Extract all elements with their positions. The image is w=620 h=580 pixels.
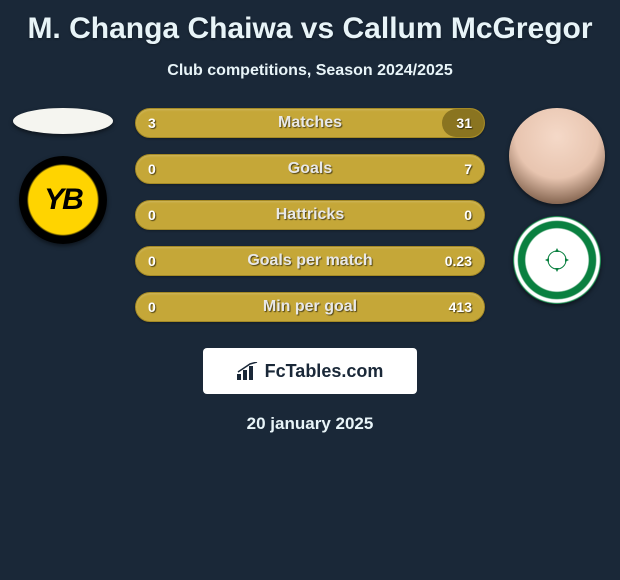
club-right-icon [537, 240, 577, 280]
stat-value-right: 7 [464, 161, 472, 177]
stat-value-right: 0 [464, 207, 472, 223]
club-left-text: YB [44, 183, 82, 217]
stat-bar: 0 Min per goal 413 [135, 292, 485, 322]
date-text: 20 january 2025 [0, 414, 620, 434]
player-right-column [502, 108, 612, 304]
stat-value-left: 0 [148, 161, 156, 177]
brand-text: FcTables.com [265, 361, 384, 382]
stat-value-left: 3 [148, 115, 156, 131]
subtitle: Club competitions, Season 2024/2025 [0, 62, 620, 80]
player-left-column: YB [8, 108, 118, 244]
stat-value-right: 31 [456, 115, 472, 131]
stat-value-left: 0 [148, 299, 156, 315]
player-right-avatar [509, 108, 605, 204]
club-left-logo: YB [19, 156, 107, 244]
stat-value-left: 0 [148, 207, 156, 223]
player-left-avatar [13, 108, 113, 134]
stat-label: Goals [288, 160, 332, 178]
stat-bar: 0 Goals per match 0.23 [135, 246, 485, 276]
stat-value-left: 0 [148, 253, 156, 269]
stat-bar: 0 Goals 7 [135, 154, 485, 184]
stat-value-right: 0.23 [445, 253, 472, 269]
brand-chart-icon [237, 362, 259, 380]
brand-badge: FcTables.com [203, 348, 417, 394]
stat-bar: 3 Matches 31 [135, 108, 485, 138]
stat-bar: 0 Hattricks 0 [135, 200, 485, 230]
club-right-logo [513, 216, 601, 304]
stat-label: Goals per match [247, 252, 372, 270]
stat-label: Hattricks [276, 206, 344, 224]
stat-value-right: 413 [449, 299, 472, 315]
stat-label: Min per goal [263, 298, 357, 316]
comparison-area: YB 3 Matches 31 0 Goals 7 0 Hattricks 0 0 Goals pe… [0, 108, 620, 338]
stat-bars: 3 Matches 31 0 Goals 7 0 Hattricks 0 0 Goals per m… [135, 108, 485, 338]
stat-label: Matches [278, 114, 342, 132]
page-title: M. Changa Chaiwa vs Callum McGregor [0, 0, 620, 46]
